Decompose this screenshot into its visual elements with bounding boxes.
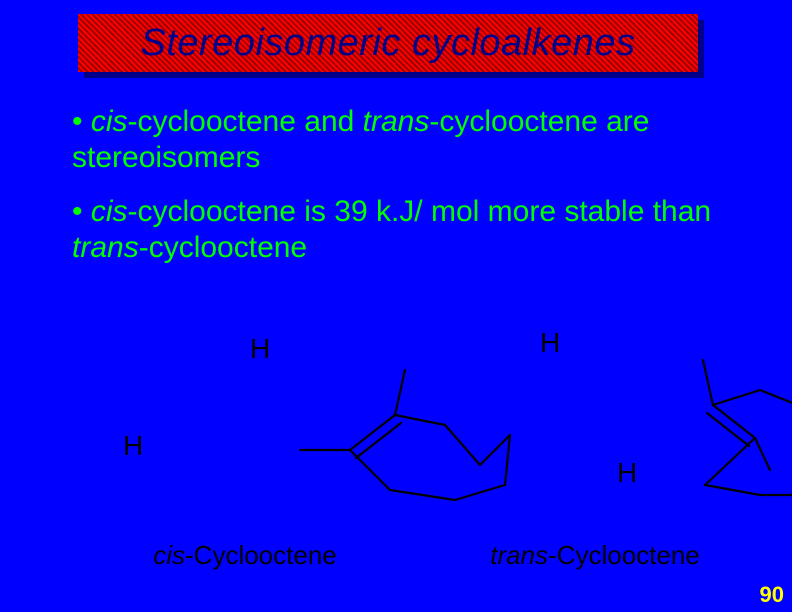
cis-caption: cis-Cyclooctene — [95, 540, 395, 571]
caption-rest: -Cyclooctene — [185, 540, 337, 570]
trans-svg — [595, 330, 792, 510]
caption-prefix: trans — [490, 540, 548, 570]
h-label: H — [123, 430, 143, 462]
bullet-text: -cyclooctene — [139, 231, 307, 264]
cis-text: cis — [91, 105, 128, 138]
trans-text: trans — [72, 231, 139, 264]
slide: Stereoisomeric cycloalkenes • cis-cycloo… — [0, 0, 792, 612]
cis-text: cis — [91, 195, 128, 228]
cis-svg — [245, 330, 545, 510]
bullet-list: • cis-cyclooctene and trans-cyclooctene … — [72, 104, 722, 284]
bullet-text: -cyclooctene and — [128, 105, 363, 138]
trans-text: trans — [363, 105, 430, 138]
bullet-marker: • — [72, 195, 91, 228]
bullet-1: • cis-cyclooctene and trans-cyclooctene … — [72, 104, 722, 176]
h-label: H — [540, 327, 560, 359]
bullet-marker: • — [72, 105, 91, 138]
caption-rest: -Cyclooctene — [548, 540, 700, 570]
bullet-text: -cyclooctene is 39 k.J/ mol more stable … — [128, 195, 712, 228]
figures-area: H H cis-Cyclooctene H H — [0, 330, 792, 540]
page-number: 90 — [760, 582, 784, 608]
trans-caption: trans-Cyclooctene — [445, 540, 745, 571]
slide-title: Stereoisomeric cycloalkenes — [140, 22, 635, 65]
title-box: Stereoisomeric cycloalkenes — [78, 14, 698, 72]
caption-prefix: cis — [153, 540, 185, 570]
bullet-2: • cis-cyclooctene is 39 k.J/ mol more st… — [72, 194, 722, 266]
